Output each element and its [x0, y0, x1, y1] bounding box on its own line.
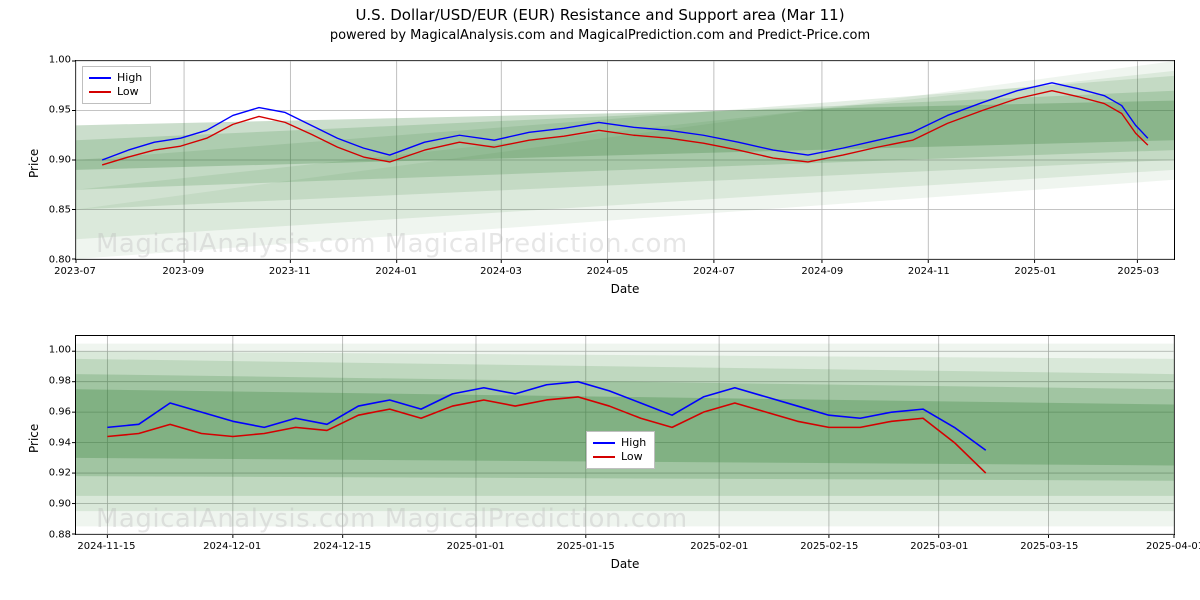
legend-swatch [593, 442, 615, 444]
top-panel: HighLow MagicalAnalysis.com MagicalPredi… [75, 60, 1175, 260]
x-tick-label: 2024-03 [480, 266, 522, 277]
x-tick-label: 2025-02-15 [800, 541, 858, 552]
bottom-y-axis-label: Price [27, 424, 41, 453]
x-tick-label: 2024-01 [375, 266, 417, 277]
x-tick-label: 2025-01-15 [557, 541, 615, 552]
x-tick-label: 2025-01 [1014, 266, 1056, 277]
bottom-x-axis-label: Date [75, 557, 1175, 571]
top-panel-plot [76, 61, 1174, 259]
legend-item: Low [593, 450, 646, 464]
x-tick-label: 2025-04-01 [1146, 541, 1200, 552]
y-tick-label: 0.98 [41, 376, 71, 387]
x-tick-label: 2023-07 [54, 266, 96, 277]
x-tick-label: 2025-03 [1117, 266, 1159, 277]
legend-label: High [621, 436, 646, 450]
y-tick-label: 0.90 [41, 499, 71, 510]
x-tick-label: 2024-11 [908, 266, 950, 277]
y-tick-label: 0.96 [41, 406, 71, 417]
legend-label: High [117, 71, 142, 85]
y-tick-label: 0.90 [41, 155, 71, 166]
bottom-legend: HighLow [586, 431, 655, 469]
bottom-panel: HighLow MagicalAnalysis.com MagicalPredi… [75, 335, 1175, 535]
chart-title: U.S. Dollar/USD/EUR (EUR) Resistance and… [0, 6, 1200, 24]
x-tick-label: 2025-03-01 [910, 541, 968, 552]
legend-item: Low [89, 85, 142, 99]
x-tick-label: 2024-07 [693, 266, 735, 277]
x-tick-label: 2024-12-01 [203, 541, 261, 552]
top-x-axis-label: Date [75, 282, 1175, 296]
legend-item: High [89, 71, 142, 85]
legend-swatch [593, 456, 615, 458]
y-tick-label: 1.00 [41, 55, 71, 66]
x-tick-label: 2023-11 [269, 266, 311, 277]
x-tick-label: 2024-05 [587, 266, 629, 277]
x-tick-label: 2024-11-15 [77, 541, 135, 552]
y-tick-label: 0.80 [41, 255, 71, 266]
x-tick-label: 2024-12-15 [313, 541, 371, 552]
legend-item: High [593, 436, 646, 450]
top-y-axis-label: Price [27, 149, 41, 178]
legend-label: Low [117, 85, 139, 99]
top-legend: HighLow [82, 66, 151, 104]
figure: U.S. Dollar/USD/EUR (EUR) Resistance and… [0, 0, 1200, 600]
x-tick-label: 2023-09 [162, 266, 204, 277]
y-tick-label: 0.94 [41, 437, 71, 448]
x-tick-label: 2025-02-01 [690, 541, 748, 552]
x-tick-label: 2025-03-15 [1020, 541, 1078, 552]
legend-swatch [89, 91, 111, 93]
y-tick-label: 1.00 [41, 345, 71, 356]
legend-swatch [89, 77, 111, 79]
chart-subtitle: powered by MagicalAnalysis.com and Magic… [0, 28, 1200, 43]
legend-label: Low [621, 450, 643, 464]
y-tick-label: 0.88 [41, 530, 71, 541]
y-tick-label: 0.92 [41, 468, 71, 479]
x-tick-label: 2024-09 [801, 266, 843, 277]
x-tick-label: 2025-01-01 [447, 541, 505, 552]
y-tick-label: 0.85 [41, 205, 71, 216]
y-tick-label: 0.95 [41, 105, 71, 116]
